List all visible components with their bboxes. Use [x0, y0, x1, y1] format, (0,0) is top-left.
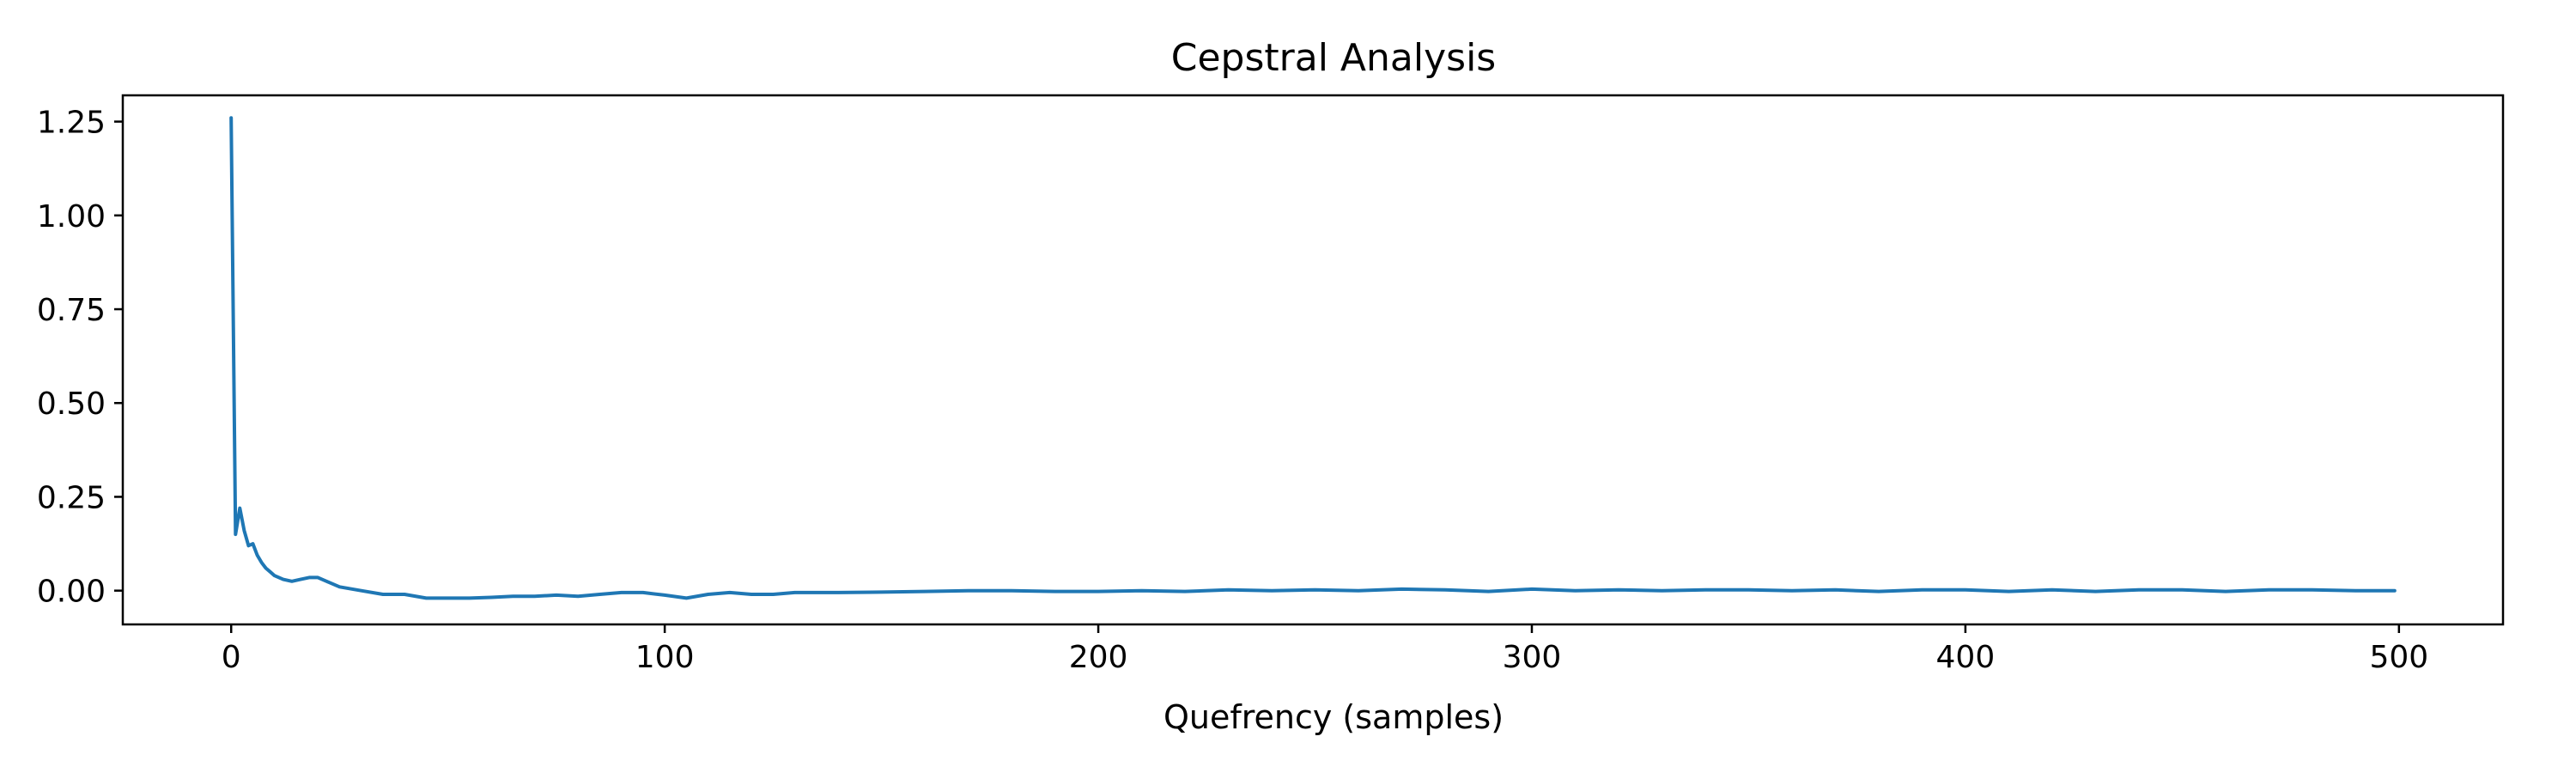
y-tick-label: 0.50 [37, 386, 106, 422]
y-tick-label: 1.25 [37, 106, 106, 141]
plot-frame [121, 94, 2505, 626]
x-tick-label: 200 [1069, 640, 1128, 675]
y-tick-label: 1.00 [37, 199, 106, 234]
chart-title: Cepstral Analysis [1171, 36, 1496, 80]
x-tick-label: 100 [635, 640, 695, 675]
x-tick-label: 500 [2369, 640, 2428, 675]
y-tick-label: 0.75 [37, 293, 106, 328]
x-tick-label: 0 [222, 640, 241, 675]
plot-area: 0 100 200 300 400 500 0.00 0.25 0.50 0.75 1.00 1.25 [37, 94, 2505, 675]
x-tick-label: 400 [1936, 640, 1996, 675]
y-tick-label: 0.25 [37, 480, 106, 515]
x-axis-label: Quefrency (samples) [1163, 698, 1504, 736]
x-tick-label: 300 [1503, 640, 1562, 675]
series-line [229, 116, 2397, 600]
y-tick-label: 0.00 [37, 575, 106, 610]
